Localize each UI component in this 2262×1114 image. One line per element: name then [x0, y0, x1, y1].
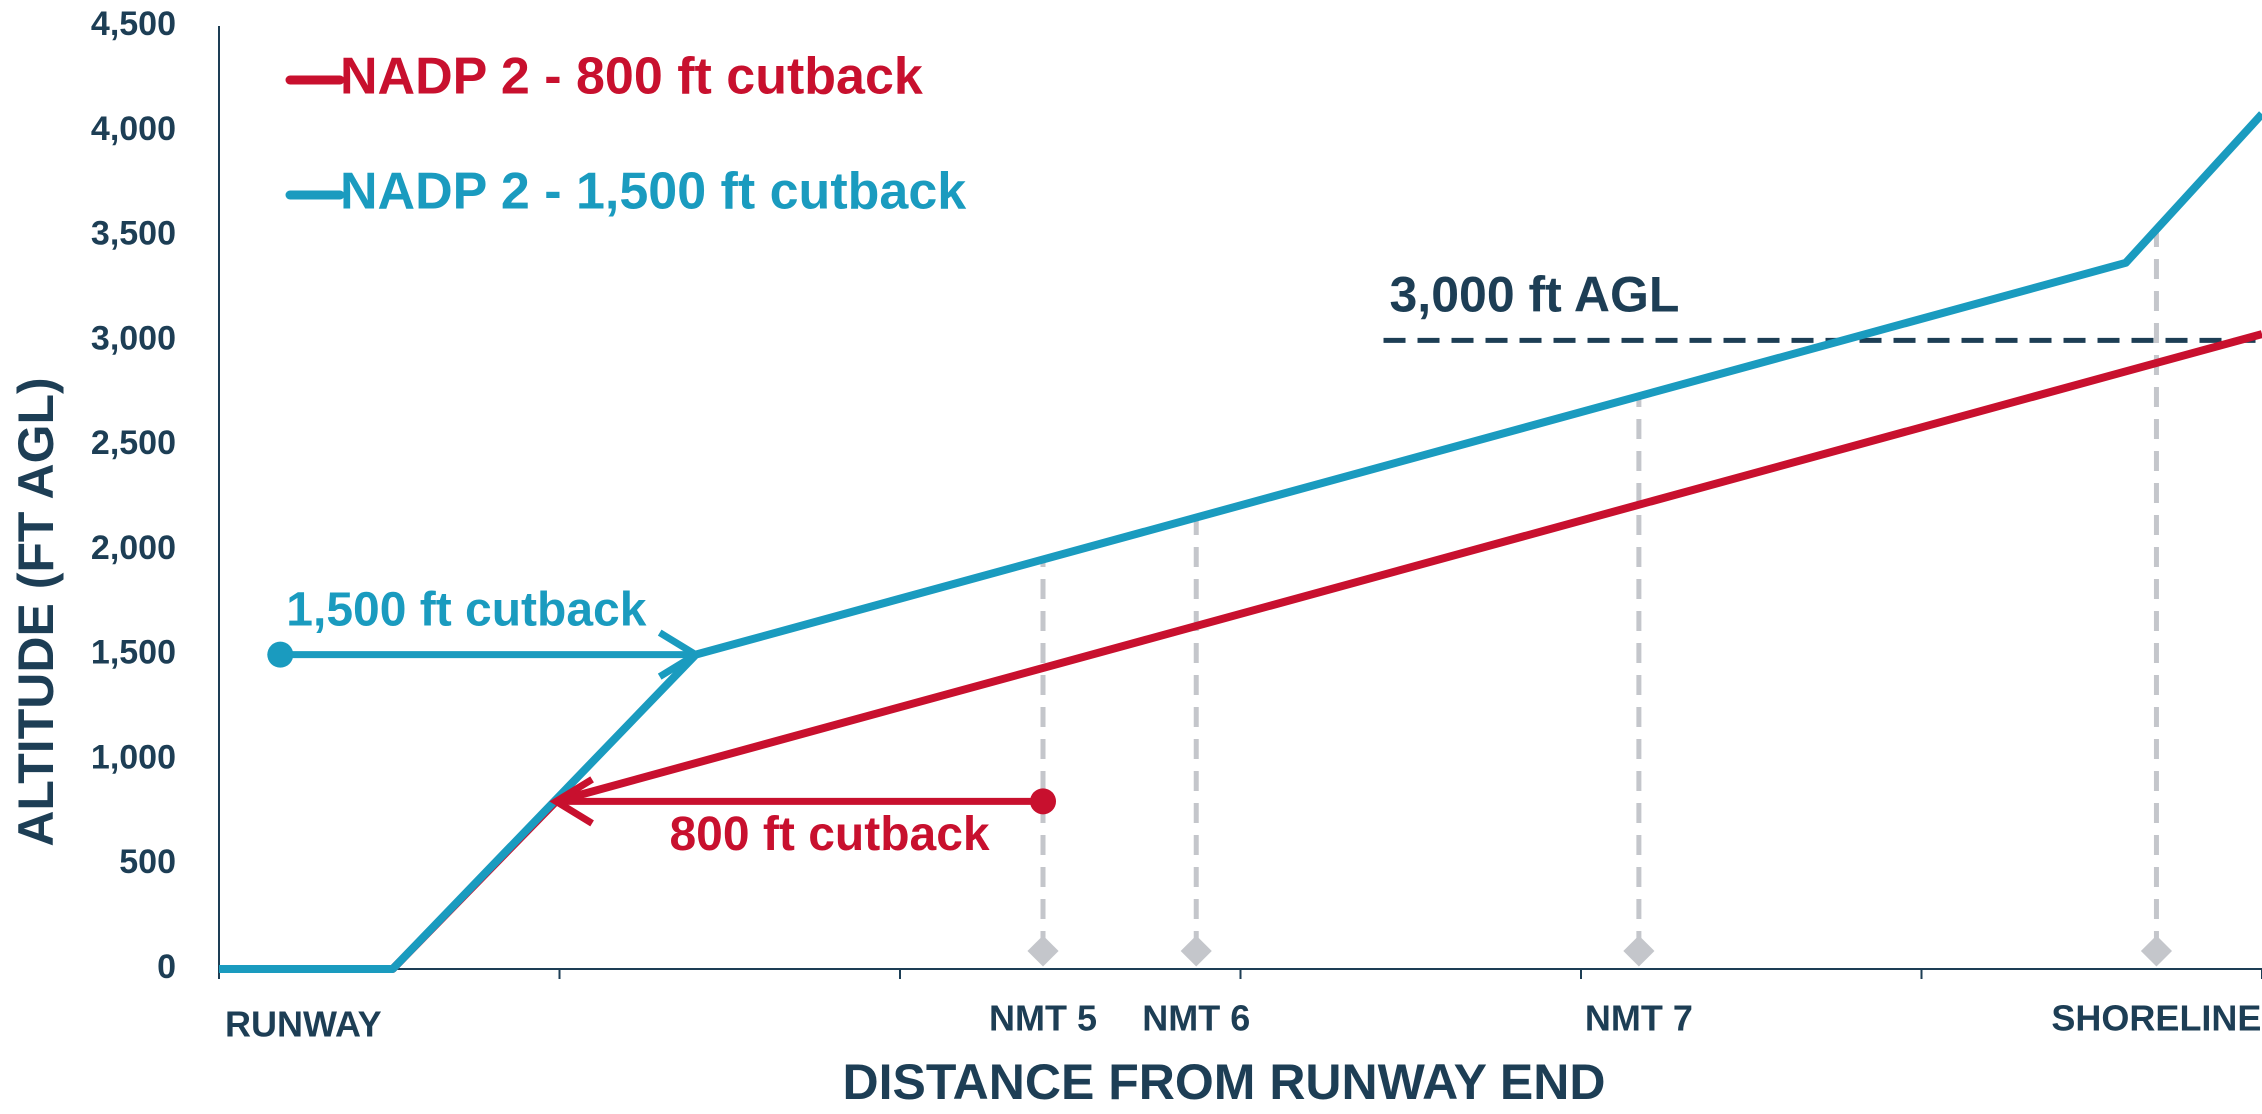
x-axis-title: DISTANCE FROM RUNWAY END	[842, 1054, 1605, 1110]
y-tick-label: 500	[119, 843, 176, 881]
arrow-head	[549, 776, 594, 827]
marker-diamond	[1623, 935, 1655, 967]
y-tick-label: 1,000	[91, 738, 176, 776]
marker-label: SHORELINE	[2051, 998, 2261, 1039]
marker-diamond	[1027, 935, 1059, 967]
marker-diamond	[2140, 935, 2173, 967]
annotation-label: 1,500 ft cutback	[286, 583, 646, 636]
y-tick-label: 4,500	[91, 5, 176, 43]
series-line	[219, 111, 2262, 973]
annotation-dot	[267, 641, 294, 668]
reference-label: 3,000 ft AGL	[1390, 267, 1680, 323]
arrow-head	[657, 629, 703, 680]
y-tick-label: 2,000	[91, 529, 176, 567]
marker-label: NMT 5	[989, 998, 1097, 1039]
marker-label: NMT 6	[1142, 998, 1250, 1039]
y-tick-label: 4,000	[91, 110, 176, 148]
legend-label: NADP 2 - 1,500 ft cutback	[340, 163, 966, 221]
marker-diamond	[1180, 935, 1212, 967]
y-tick-label: 2,500	[91, 424, 176, 462]
y-tick-label: 3,500	[91, 215, 176, 253]
marker-label: NMT 7	[1585, 998, 1693, 1039]
runway-label: RUNWAY	[225, 1004, 382, 1045]
y-tick-label: 0	[157, 948, 176, 986]
annotation-dot	[1030, 788, 1057, 815]
y-axis-title: ALTITUDE (FT AGL)	[8, 377, 64, 846]
y-tick-label: 1,500	[91, 634, 176, 672]
y-tick-label: 3,000	[91, 319, 176, 357]
annotation-label: 800 ft cutback	[669, 808, 989, 861]
legend-label: NADP 2 - 800 ft cutback	[340, 48, 923, 106]
